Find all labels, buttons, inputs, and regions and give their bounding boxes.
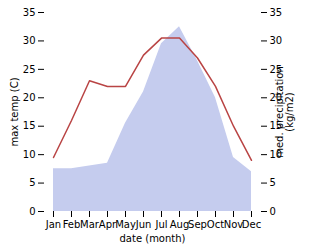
- svg-text:5: 5: [29, 177, 35, 188]
- svg-text:35: 35: [23, 7, 36, 18]
- svg-text:0: 0: [29, 206, 35, 217]
- svg-text:Feb: Feb: [63, 219, 81, 230]
- svg-text:Mar: Mar: [80, 219, 100, 230]
- svg-text:30: 30: [270, 35, 283, 46]
- svg-text:Oct: Oct: [207, 219, 224, 230]
- svg-text:25: 25: [23, 64, 36, 75]
- svg-text:Jul: Jul: [154, 219, 167, 230]
- svg-text:med. precipitation(kg/m2): med. precipitation(kg/m2): [274, 66, 295, 158]
- svg-text:20: 20: [23, 92, 36, 103]
- svg-text:Sep: Sep: [188, 219, 207, 230]
- svg-text:Aug: Aug: [170, 219, 190, 230]
- svg-text:Dec: Dec: [242, 219, 261, 230]
- svg-text:15: 15: [23, 120, 36, 131]
- svg-text:35: 35: [270, 7, 283, 18]
- svg-text:Apr: Apr: [98, 218, 117, 230]
- svg-text:30: 30: [23, 35, 36, 46]
- svg-text:Nov: Nov: [224, 219, 244, 230]
- svg-text:date (month): date (month): [120, 233, 186, 244]
- svg-text:max temp (C): max temp (C): [9, 77, 20, 146]
- svg-text:10: 10: [23, 149, 36, 160]
- svg-text:5: 5: [270, 177, 276, 188]
- svg-text:Jan: Jan: [45, 219, 61, 230]
- svg-text:Jun: Jun: [135, 219, 152, 230]
- svg-text:May: May: [115, 219, 136, 230]
- svg-text:0: 0: [270, 206, 276, 217]
